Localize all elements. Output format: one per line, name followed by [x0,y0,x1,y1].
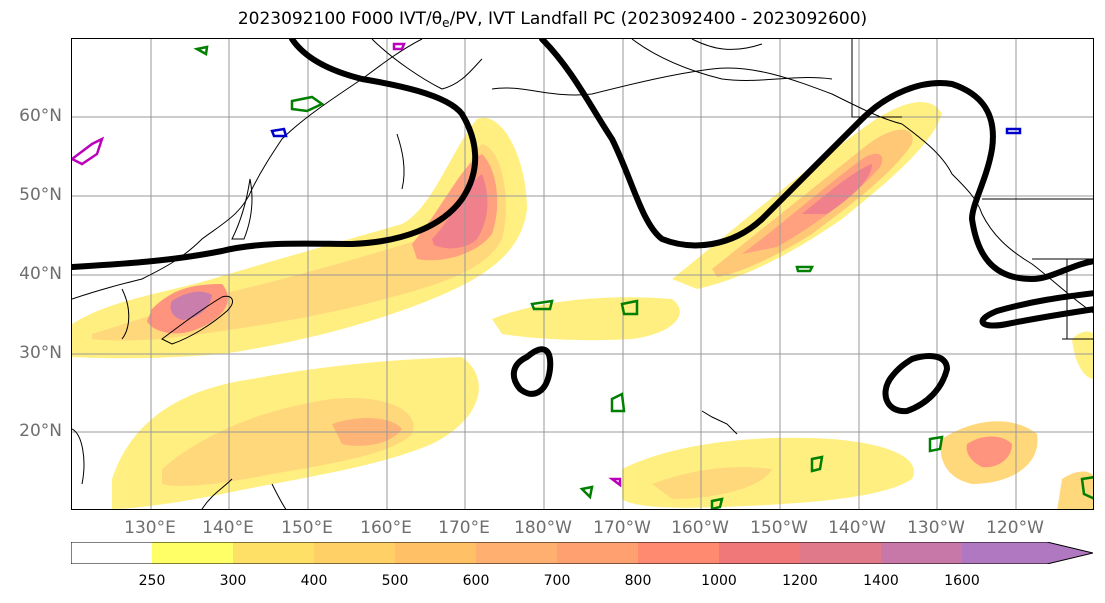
lon-label-120w: 120°W [986,518,1044,538]
colorbar-tick-label: 400 [300,573,328,589]
lon-label-160w: 160°W [671,518,729,538]
colorbar-tick-label: 1000 [701,573,737,589]
lon-label-180w: 180°W [514,518,572,538]
colorbar-segment [800,542,882,564]
colorbar-segment [314,542,396,564]
colorbar-segment [881,542,963,564]
lon-label-150w: 150°W [750,518,808,538]
colorbar-tick-label: 300 [219,573,247,589]
ivt-filled-contours [72,102,1093,509]
lon-label-170w: 170°W [593,518,651,538]
lat-label-40n: 40°N [19,264,62,284]
colorbar-segment [557,542,639,564]
graticule [72,39,1093,509]
lat-label-50n: 50°N [19,185,62,205]
lon-label-150e: 150°E [281,518,333,538]
colorbar-segment [962,542,1093,564]
colorbar [71,542,1093,564]
lon-label-140w: 140°W [828,518,886,538]
colorbar-tick-label: 700 [543,573,571,589]
colorbar-segment [233,542,315,564]
lon-label-140e: 140°E [202,518,254,538]
colorbar-segment [395,542,477,564]
lon-label-130w: 130°W [907,518,965,538]
colorbar-tick-label: 250 [138,573,166,589]
theta-e-contours [72,39,1093,415]
colorbar-outline [71,542,1093,564]
colorbar-tick-label: 800 [624,573,652,589]
colorbar-tick-label: 500 [381,573,409,589]
colorbar-segment [719,542,801,564]
lat-label-60n: 60°N [19,106,62,126]
map-panel[interactable] [71,38,1094,510]
colorbar-tick-label: 600 [462,573,490,589]
colorbar-tick-label: 1600 [944,573,980,589]
lon-label-160e: 160°E [360,518,412,538]
lon-label-170e: 170°E [438,518,490,538]
colorbar-segment [152,542,234,564]
lat-label-30n: 30°N [19,343,62,363]
colorbar-segment [71,542,153,564]
colorbar-segment [476,542,558,564]
colorbar-tick-label: 1400 [863,573,899,589]
colorbar-segment [638,542,720,564]
lon-label-130e: 130°E [124,518,176,538]
pv-contours [72,42,1093,509]
colorbar-segments [71,542,1093,564]
chart-title: 2023092100 F000 IVT/θe/PV, IVT Landfall … [237,9,868,30]
lat-label-20n: 20°N [19,421,62,441]
map-canvas [72,39,1093,509]
colorbar-tick-label: 1200 [782,573,818,589]
